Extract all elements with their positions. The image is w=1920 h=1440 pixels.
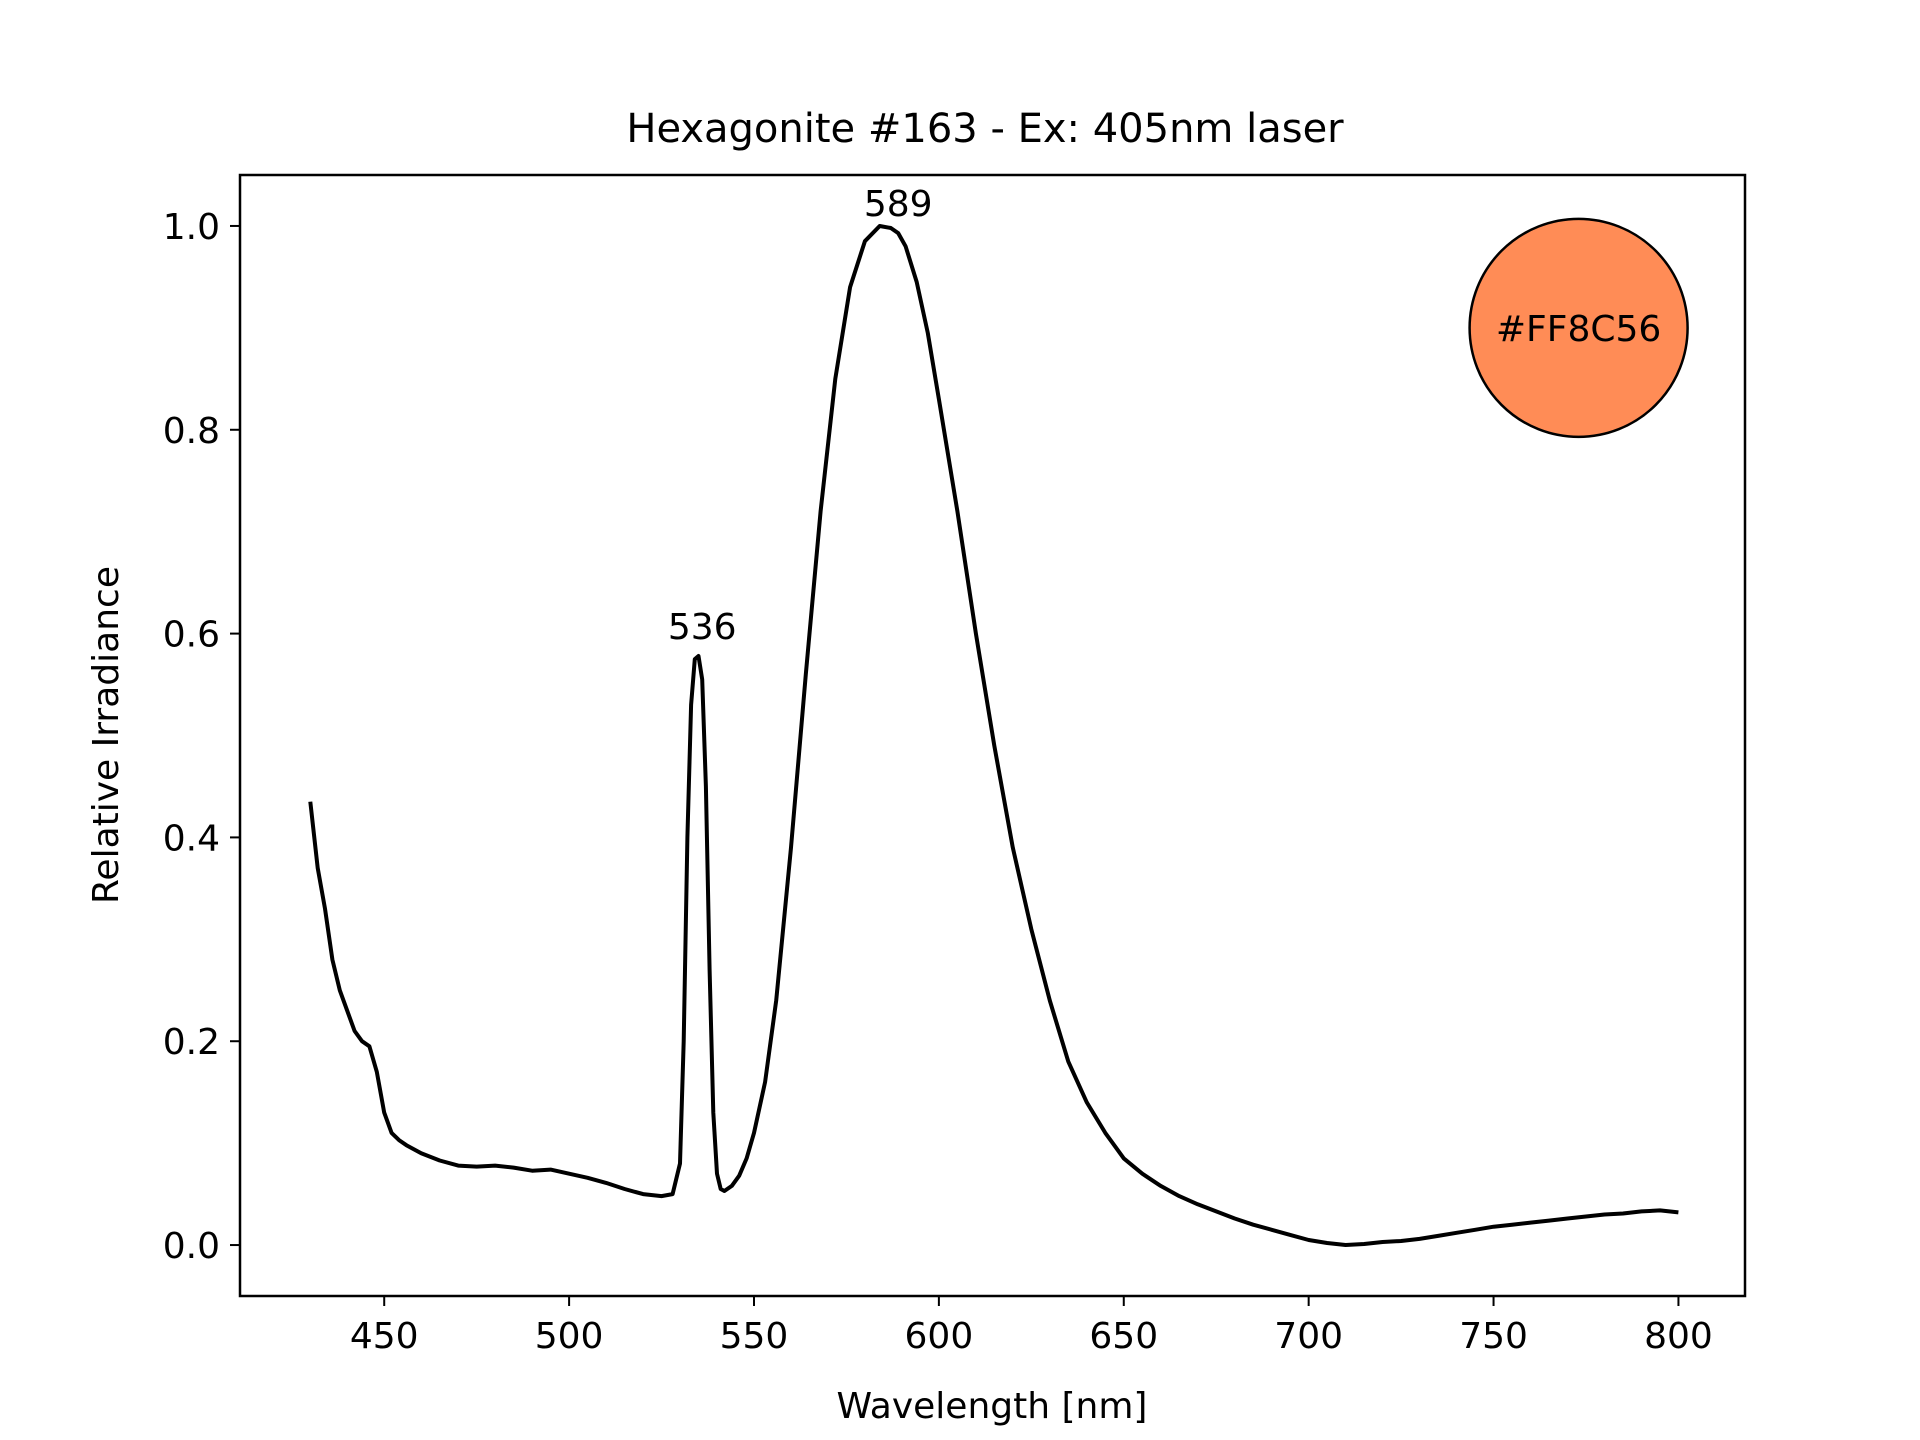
y-tick-label: 0.6 — [163, 615, 220, 656]
x-tick-label: 550 — [720, 1316, 789, 1357]
peak-label: 589 — [864, 184, 933, 225]
peak-label: 536 — [668, 607, 737, 648]
plot-area: 450 500 550 600 650 700 750 800 0.0 0.2 0.4 0.6 0.8 1… — [163, 184, 1713, 1357]
plot-frame — [238, 173, 1747, 1298]
x-tick-label: 600 — [905, 1316, 974, 1357]
chart-title: Hexagonite #163 - Ex: 405nm laser — [626, 106, 1344, 152]
y-axis-label: Relative Irradiance — [86, 566, 127, 904]
x-tick-label: 750 — [1459, 1316, 1528, 1357]
color-swatch-label: #FF8C56 — [1496, 309, 1661, 350]
x-tick-label: 650 — [1089, 1316, 1158, 1357]
series-line-0 — [308, 224, 1679, 1247]
y-tick-label: 0.4 — [163, 818, 220, 859]
x-tick-label: 500 — [535, 1316, 604, 1357]
x-tick-label: 700 — [1274, 1316, 1343, 1357]
x-axis-label: Wavelength [nm] — [837, 1386, 1148, 1427]
y-tick-label: 0.0 — [163, 1226, 220, 1267]
y-tick-label: 0.8 — [163, 411, 220, 452]
y-tick-label: 0.2 — [163, 1022, 220, 1063]
x-tick-label: 800 — [1644, 1316, 1713, 1357]
y-tick-label: 1.0 — [163, 207, 220, 248]
x-tick-label: 450 — [350, 1316, 419, 1357]
color-swatch-circle — [1468, 217, 1689, 439]
